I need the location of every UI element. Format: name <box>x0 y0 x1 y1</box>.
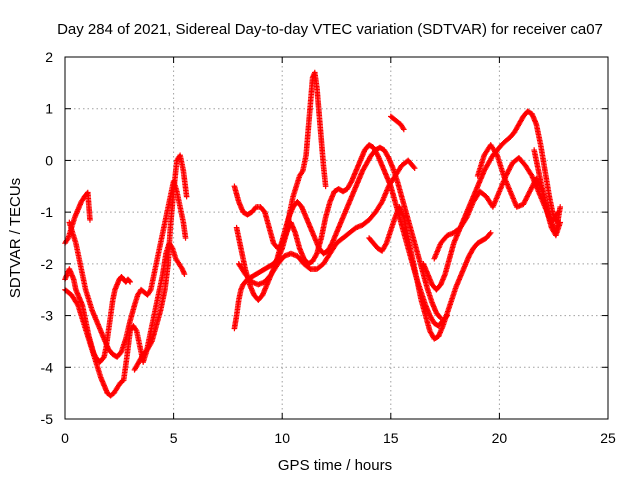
y-tick-label: 0 <box>45 152 53 168</box>
x-tick-label: 25 <box>600 430 616 446</box>
data-point <box>401 126 407 133</box>
x-tick-label: 5 <box>170 430 178 446</box>
y-tick-label: -4 <box>41 359 54 375</box>
data-point <box>181 271 188 277</box>
y-axis-label: SDTVAR / TECUs <box>7 178 24 298</box>
data-points <box>62 69 564 399</box>
y-tick-label: -1 <box>41 204 54 220</box>
data-point <box>557 204 564 210</box>
y-tick-label: -2 <box>41 256 54 272</box>
data-point <box>322 183 329 190</box>
data-point <box>437 314 443 320</box>
data-point <box>487 230 494 236</box>
data-point <box>410 164 417 170</box>
y-tick-label: 2 <box>45 49 53 65</box>
y-tick-label: -5 <box>41 411 54 427</box>
data-point <box>182 235 189 241</box>
data-point <box>127 279 133 285</box>
x-tick-label: 0 <box>61 430 69 446</box>
data-point <box>126 278 133 284</box>
x-tick-labels: 0 5 10 15 20 25 <box>61 430 616 446</box>
x-tick-label: 15 <box>383 430 399 446</box>
data-point <box>557 219 564 226</box>
y-tick-label: 1 <box>45 101 53 117</box>
y-tick-label: -3 <box>41 308 54 324</box>
x-axis-label: GPS time / hours <box>278 457 392 474</box>
x-tick-label: 10 <box>274 430 290 446</box>
plot-frame <box>64 56 609 420</box>
data-point <box>487 231 493 237</box>
data-point <box>183 193 190 200</box>
y-tick-labels: -5 -4 -3 -2 -1 0 1 2 <box>41 49 54 427</box>
data-point <box>87 217 93 223</box>
data-point <box>411 165 418 171</box>
x-tick-label: 20 <box>492 430 508 446</box>
chart-title: Day 284 of 2021, Sidereal Day-to-day VTE… <box>57 21 603 38</box>
